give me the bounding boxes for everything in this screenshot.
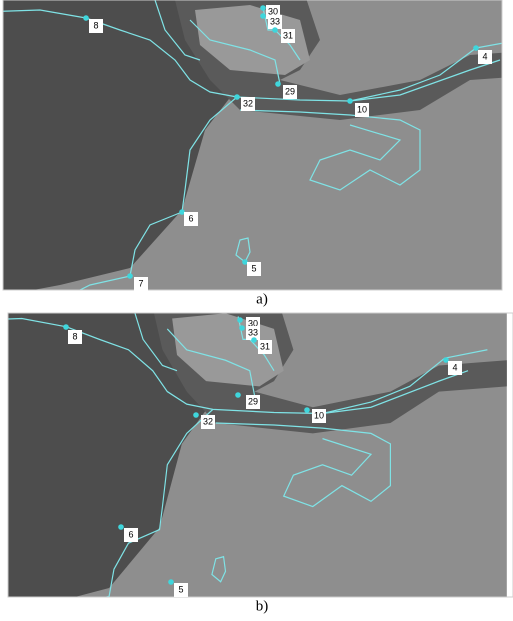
point-label: 4: [482, 51, 487, 61]
marker: [473, 45, 479, 51]
marker: [193, 412, 199, 418]
marker: [242, 259, 248, 265]
marker: [234, 94, 240, 100]
point-label: 8: [72, 331, 77, 341]
point-label: 5: [251, 263, 256, 273]
point-label: 6: [128, 529, 133, 539]
point-label: 31: [283, 30, 293, 40]
figure: a) b) 830333142932106578303331429321065: [0, 0, 513, 621]
marker: [83, 15, 89, 21]
marker: [179, 209, 185, 215]
marker: [235, 392, 241, 398]
marker: [168, 579, 174, 585]
point-label: 4: [452, 362, 457, 372]
marker: [275, 81, 281, 87]
marker: [118, 524, 124, 530]
marker: [239, 325, 245, 331]
point-label: 31: [260, 341, 270, 351]
point-label: 7: [138, 278, 143, 288]
marker: [251, 337, 257, 343]
marker: [347, 98, 353, 104]
body: a) b) 830333142932106578303331429321065 …: [0, 0, 513, 621]
marker: [127, 273, 133, 279]
point-label: 6: [188, 213, 193, 223]
point-label: 10: [357, 104, 367, 114]
point-label: 33: [270, 16, 280, 26]
page: {"panels": [ {"caption": "a)", "labels":…: [0, 0, 513, 621]
marker: [260, 5, 266, 11]
caption: a): [256, 291, 268, 307]
marker: [63, 324, 69, 330]
point-label: 32: [243, 98, 253, 108]
marker: [304, 407, 310, 413]
point-label: 29: [285, 86, 295, 96]
point-label: 33: [248, 327, 258, 337]
point-label: 8: [93, 20, 98, 30]
point-label: 29: [248, 396, 258, 406]
marker: [272, 27, 278, 33]
marker: [443, 357, 449, 363]
marker: [237, 317, 243, 323]
point-label: 10: [314, 410, 324, 420]
marker: [260, 13, 266, 19]
caption: b): [256, 598, 269, 614]
point-label: 5: [178, 584, 183, 594]
point-label: 30: [268, 6, 278, 16]
point-label: 32: [203, 416, 213, 426]
